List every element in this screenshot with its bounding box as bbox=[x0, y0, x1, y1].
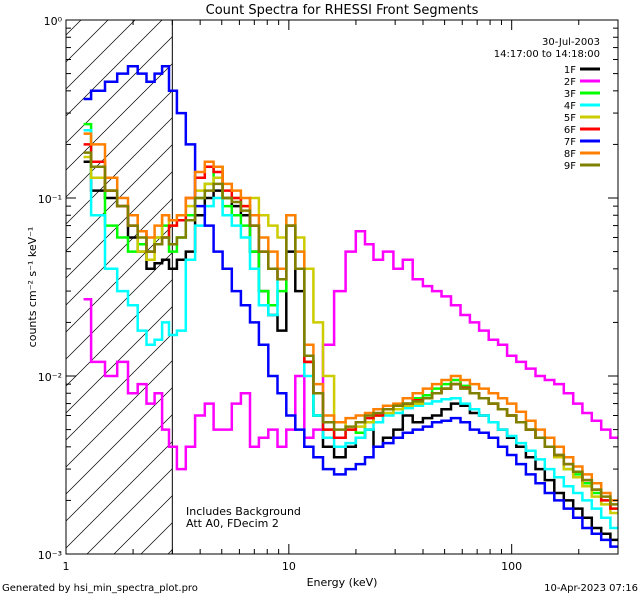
legend-label: 8F bbox=[564, 149, 576, 160]
x-axis-label: Energy (keV) bbox=[307, 576, 378, 589]
info-line: 14:17:00 to 14:18:00 bbox=[494, 49, 600, 60]
hatch-line bbox=[66, 20, 109, 63]
hatch-line bbox=[66, 360, 173, 468]
series-line-9f bbox=[83, 151, 618, 506]
legend-label: 6F bbox=[564, 125, 576, 136]
plot-frame bbox=[65, 19, 619, 555]
chart-title: Count Spectra for RHESSI Front Segments bbox=[206, 3, 479, 18]
hatch-line bbox=[66, 20, 163, 117]
hatch-line bbox=[66, 225, 173, 333]
hatch-line bbox=[66, 20, 136, 90]
y-axis-label: counts cm⁻² s⁻¹ keV⁻¹ bbox=[26, 227, 39, 348]
legend-label: 1F bbox=[564, 65, 576, 76]
hatched-region bbox=[66, 20, 173, 554]
series-line-2f bbox=[83, 230, 618, 471]
legend-label: 4F bbox=[564, 101, 576, 112]
legend-label: 2F bbox=[564, 77, 576, 88]
x-tick-label: 10 bbox=[282, 560, 296, 573]
series-line-7f bbox=[83, 64, 618, 548]
legend-label: 5F bbox=[564, 113, 576, 124]
x-tick-label: 100 bbox=[501, 560, 522, 573]
series-line-1f bbox=[83, 160, 618, 542]
hatch-line bbox=[66, 387, 173, 495]
y-tick-label: 10⁻³ bbox=[38, 549, 62, 562]
x-tick-label: 1 bbox=[63, 560, 70, 573]
y-tick-label: 10⁻¹ bbox=[38, 193, 62, 206]
hatch-line bbox=[66, 171, 173, 279]
hatch-line bbox=[66, 36, 173, 144]
timestamp-text: 10-Apr-2023 07:16 bbox=[544, 583, 638, 594]
series-line-8f bbox=[83, 132, 618, 502]
series-line-4f bbox=[83, 129, 618, 530]
y-tick-label: 10⁰ bbox=[44, 15, 63, 28]
generated-by-text: Generated by hsi_min_spectra_plot.pro bbox=[2, 583, 198, 594]
hatch-line bbox=[66, 198, 173, 306]
legend-label: 7F bbox=[564, 137, 576, 148]
legend-label: 3F bbox=[564, 89, 576, 100]
annotation-text: Includes Background bbox=[186, 505, 301, 518]
legend-label: 9F bbox=[564, 161, 576, 172]
hatch-line bbox=[66, 252, 173, 360]
annotation-text: Att A0, FDecim 2 bbox=[186, 517, 279, 530]
hatch-line bbox=[66, 414, 173, 522]
y-tick-label: 10⁻² bbox=[38, 371, 62, 384]
info-line: 30-Jul-2003 bbox=[542, 37, 600, 48]
hatch-line bbox=[66, 441, 173, 549]
